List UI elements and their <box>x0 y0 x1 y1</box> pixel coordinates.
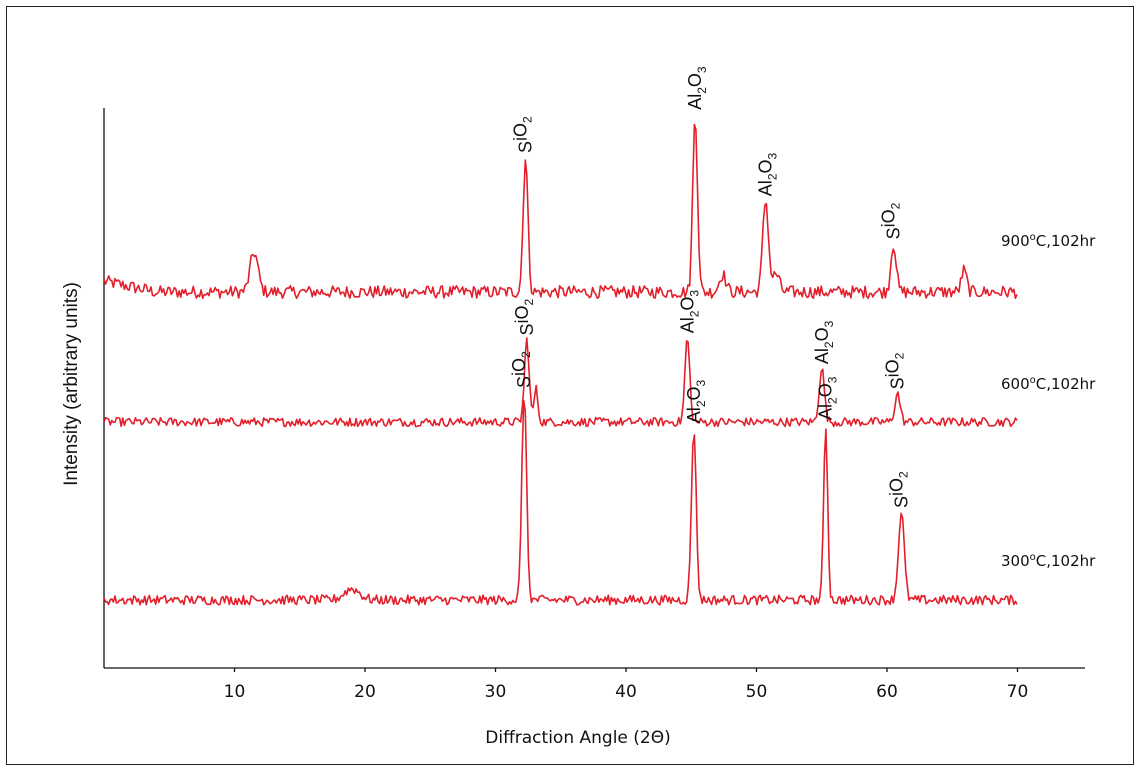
x-tick-label: 50 <box>746 682 768 702</box>
peak-label: Al2O3 <box>812 320 836 364</box>
peak-label: SiO2 <box>511 116 536 153</box>
peak-label: Al2O3 <box>756 152 780 196</box>
traces <box>103 123 1018 606</box>
series-label: 300oC,102hr <box>1001 552 1096 570</box>
figure-frame <box>6 6 1134 765</box>
peak-label: SiO2 <box>882 352 907 389</box>
peak-label: Al2O3 <box>684 379 708 423</box>
y-axis-label: Intensity (arbitrary units) <box>61 282 82 486</box>
peak-label: Al2O3 <box>816 376 840 420</box>
series-labels: 900oC,102hr 600oC,102hr 300oC,102hr <box>1001 232 1096 570</box>
x-tick-label: 20 <box>354 682 376 702</box>
peak-label: SiO2 <box>886 471 911 508</box>
series-trace <box>103 337 1018 428</box>
peak-label: SiO2 <box>512 298 537 335</box>
peak-label: Al2O3 <box>677 290 701 334</box>
x-tick-label: 60 <box>876 682 898 702</box>
x-tick-label: 40 <box>615 682 637 702</box>
peak-label: Al2O3 <box>685 66 709 110</box>
axes <box>103 108 1085 669</box>
series-trace <box>103 123 1018 299</box>
series-label: 900oC,102hr <box>1001 232 1096 250</box>
peak-label: SiO2 <box>509 351 534 388</box>
x-ticks: 10 20 30 40 50 60 70 <box>224 668 1029 702</box>
x-tick-label: 70 <box>1007 682 1029 702</box>
peak-label: SiO2 <box>879 202 904 239</box>
series-trace <box>103 400 1018 606</box>
series-label: 600oC,102hr <box>1001 375 1096 393</box>
x-tick-label: 30 <box>485 682 507 702</box>
peak-labels: SiO2 Al2O3 Al2O3 SiO2 SiO2 Al2O3 Al2O3 SiO2 SiO2… <box>509 66 911 508</box>
x-tick-label: 10 <box>224 682 246 702</box>
x-axis-label: Diffraction Angle (2Θ) <box>485 728 671 748</box>
